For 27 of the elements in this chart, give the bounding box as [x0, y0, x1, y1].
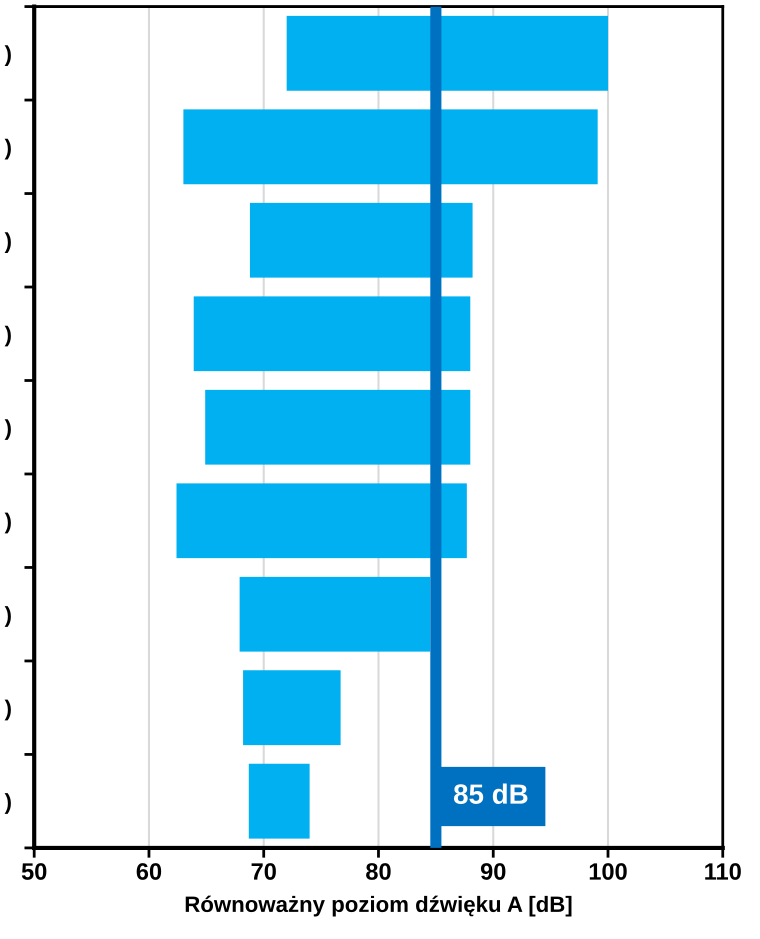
bar — [240, 576, 430, 652]
x-tick-label: 70 — [252, 863, 276, 880]
x-tick-label: 60 — [136, 863, 162, 880]
bar — [194, 296, 470, 372]
bar — [176, 483, 467, 558]
x-tick-label: 50 — [22, 863, 46, 880]
y-tick-label: ) — [4, 700, 11, 720]
x-tick-label: 100 — [590, 863, 627, 880]
y-tick-label: ) — [4, 138, 11, 160]
bar — [250, 202, 473, 278]
bar — [183, 109, 598, 184]
bar — [205, 390, 470, 465]
y-tick-label: ) — [4, 326, 11, 346]
ref-line-label: 85 dB — [454, 784, 528, 804]
x-axis-title: Równoważny poziom dźwięku A [dB] — [186, 896, 572, 917]
y-tick-label: ) — [4, 45, 11, 66]
bar — [286, 16, 608, 91]
y-tick-label: ) — [4, 232, 11, 253]
bar — [243, 670, 341, 746]
bar — [248, 764, 310, 839]
x-tick-label: 80 — [366, 863, 391, 880]
y-tick-label: ) — [4, 419, 11, 440]
x-tick-label: 110 — [705, 863, 741, 880]
x-tick-label: 90 — [480, 863, 506, 880]
y-tick-label: ) — [4, 512, 11, 534]
y-tick-label: ) — [4, 606, 11, 627]
y-tick-label: ) — [4, 793, 11, 814]
